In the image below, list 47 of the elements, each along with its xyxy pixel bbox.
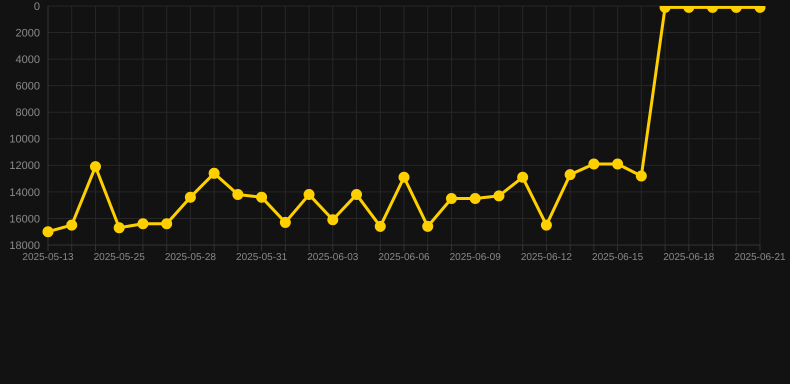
y-tick-label: 6000 <box>16 80 40 93</box>
y-tick-label: 8000 <box>16 107 40 120</box>
y-tick-label: 2000 <box>16 27 40 40</box>
point <box>161 218 172 230</box>
point <box>304 189 315 200</box>
point <box>540 220 552 231</box>
x-tick-label: 2025-05-13 <box>22 252 74 264</box>
x-tick-label: 2025-05-31 <box>236 252 288 264</box>
point <box>66 220 78 231</box>
y-tick-label: 12000 <box>9 160 40 172</box>
y-tick-label: 10000 <box>9 134 40 146</box>
y-tick-label: 16000 <box>9 213 40 226</box>
point <box>137 218 148 230</box>
point <box>90 161 101 172</box>
y-tick-label: 18000 <box>9 240 40 252</box>
point <box>493 190 504 202</box>
point <box>422 220 434 232</box>
point <box>470 193 481 204</box>
point <box>446 193 457 204</box>
point <box>517 172 528 183</box>
point <box>351 189 362 200</box>
point <box>612 158 624 170</box>
point <box>374 220 386 232</box>
point <box>42 226 54 238</box>
point <box>208 168 220 179</box>
x-tick-label: 2025-06-15 <box>592 252 644 264</box>
x-tick-label: 2025-06-12 <box>520 252 572 264</box>
x-tick-label: 2025-06-21 <box>734 252 786 264</box>
point <box>232 189 244 200</box>
point <box>588 158 600 170</box>
y-tick-label: 0 <box>34 0 40 13</box>
point <box>184 192 196 203</box>
point <box>636 170 647 182</box>
point <box>398 172 410 183</box>
x-tick-label: 2025-06-06 <box>378 252 430 264</box>
x-tick-label: 2025-05-28 <box>164 252 216 264</box>
y-tick-label: 14000 <box>9 186 40 199</box>
point <box>256 192 268 203</box>
x-tick-label: 2025-06-03 <box>307 252 359 264</box>
point <box>564 169 576 180</box>
x-tick-label: 2025-06-09 <box>450 252 502 264</box>
point <box>280 216 291 228</box>
point <box>114 222 125 234</box>
x-tick-label: 2025-06-18 <box>663 252 715 264</box>
point <box>327 214 338 226</box>
y-tick-label: 4000 <box>16 54 40 66</box>
x-tick-label: 2025-05-25 <box>94 252 146 264</box>
